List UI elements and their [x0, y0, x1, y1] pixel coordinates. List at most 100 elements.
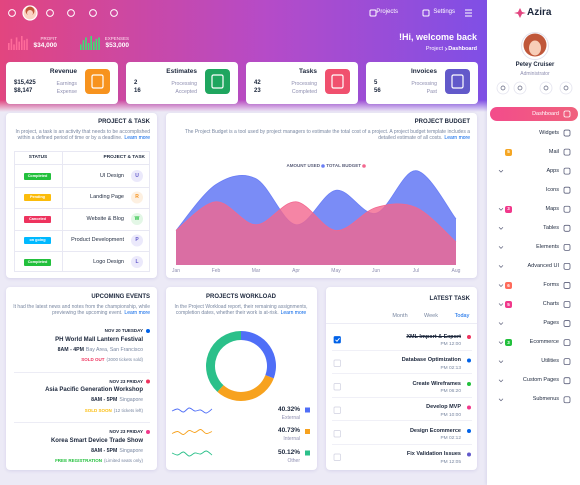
user-action[interactable] — [513, 81, 527, 95]
nav-item[interactable]: Settings — [433, 9, 455, 16]
workload-label: Other — [287, 457, 300, 464]
learn-more-link[interactable]: Learn more — [124, 309, 150, 316]
menu-active — [490, 107, 578, 121]
menu-item[interactable]: Elements — [536, 243, 559, 250]
stat-bar — [87, 43, 90, 50]
nav-menu-toggle[interactable] — [465, 9, 472, 17]
nav-icon[interactable] — [110, 9, 118, 17]
menu-icon — [563, 377, 571, 385]
menu-icon — [563, 282, 571, 289]
task-checkbox[interactable] — [333, 359, 341, 367]
task-initial-bg — [131, 256, 143, 268]
x-tick-label: Jul — [412, 267, 420, 274]
task-name: Fix Validation Issues — [406, 451, 461, 458]
sparkline — [171, 429, 213, 435]
nav-icon[interactable] — [46, 9, 54, 17]
task-divider — [332, 443, 472, 445]
task-tab[interactable]: Week — [424, 312, 438, 319]
nav-icon[interactable] — [8, 9, 16, 17]
status-badge — [24, 258, 51, 266]
nav-avatar-face — [27, 10, 33, 16]
task-row-line — [14, 208, 150, 209]
menu-item[interactable]: Advanced UI — [527, 262, 560, 269]
card-label: Processing — [171, 80, 197, 87]
menu-item[interactable]: Ecommerce — [529, 339, 559, 346]
event-divider — [14, 371, 150, 373]
task-tab[interactable]: Month — [392, 312, 408, 319]
description-text: It had the latest news and notes from th… — [13, 303, 150, 316]
event-status-label: SOLD SOON — [84, 407, 112, 413]
x-tick-label: Jun — [371, 267, 381, 274]
task-checkbox[interactable] — [333, 430, 341, 438]
workload-value: 40.32% — [277, 405, 300, 413]
event-dot — [146, 430, 150, 434]
menu-item[interactable]: Apps — [546, 167, 559, 174]
stat-value: $34,000 — [33, 42, 58, 50]
menu-item[interactable]: Submenus — [532, 396, 559, 403]
breadcrumb-item[interactable]: Project — [425, 45, 443, 52]
task-divider — [332, 420, 472, 421]
card-value: 23 — [254, 88, 261, 95]
event-date: NOV 23 FRIDAY — [109, 429, 143, 435]
user-action-glyph — [563, 85, 569, 91]
panel-title: LATEST TASK — [429, 296, 470, 303]
task-dot — [467, 452, 471, 457]
menu-item[interactable]: Mail — [548, 148, 559, 155]
user-action[interactable] — [539, 81, 553, 95]
menu-item[interactable]: Forms — [543, 282, 559, 289]
stat-bar — [26, 38, 28, 50]
task-dot — [467, 335, 471, 339]
card-title: Estimates — [166, 67, 197, 75]
x-tick-label: Aug — [451, 267, 461, 274]
menu-item[interactable]: Widgets — [539, 129, 559, 136]
status-label: Completed — [27, 259, 48, 264]
task-name: Database Optimization — [401, 357, 461, 364]
menu-item[interactable]: Charts — [542, 301, 559, 308]
learn-more-link[interactable]: Learn more — [280, 309, 307, 316]
x-tick-label: Feb — [211, 267, 221, 274]
menu-chevron — [498, 265, 504, 268]
legend-dot — [321, 164, 325, 168]
menu-item[interactable]: Maps — [545, 205, 559, 212]
stat-bar — [82, 40, 85, 50]
user-name: Petey Cruiser — [515, 62, 555, 69]
legend-dot — [362, 164, 366, 168]
menu-item[interactable]: Utilities — [541, 358, 559, 365]
card-title: Invoices — [410, 67, 437, 75]
task-name: UI Design — [99, 172, 124, 179]
menu-item[interactable]: Tables — [543, 224, 559, 231]
nav-icon[interactable] — [89, 9, 97, 17]
user-action[interactable] — [496, 81, 510, 95]
menu-icon — [563, 148, 571, 156]
task-checkbox[interactable] — [333, 336, 341, 344]
menu-item[interactable]: Pages — [543, 320, 559, 327]
menu-item[interactable]: Dashboard — [532, 110, 559, 117]
task-checkbox[interactable] — [333, 406, 341, 414]
donut-segment — [217, 375, 274, 401]
menu-item[interactable]: Custom Pages — [522, 377, 559, 384]
menu-badge — [505, 205, 512, 213]
task-checkbox[interactable] — [333, 453, 341, 461]
sidebar — [487, 0, 580, 485]
card-value: 56 — [374, 88, 381, 95]
card-icon — [325, 69, 350, 94]
task-checkbox[interactable] — [333, 383, 341, 391]
card-value: 16 — [134, 88, 141, 95]
event-status-note: (3000 tickets sold) — [106, 357, 143, 363]
panel-description: The Project Budget is a tool used by pro… — [180, 129, 470, 141]
card-title: Revenue — [49, 67, 77, 75]
menu-badge — [505, 301, 512, 308]
task-tab[interactable]: Today — [454, 312, 470, 319]
menu-item[interactable]: Icons — [545, 186, 559, 193]
user-action-glyph — [543, 85, 549, 91]
learn-more-link[interactable]: Learn more — [444, 134, 470, 141]
menu-chevron — [498, 322, 504, 326]
stat-value: $53,000 — [105, 42, 130, 50]
nav-icon[interactable] — [67, 9, 75, 17]
learn-more-link[interactable]: Learn more — [124, 134, 150, 141]
panel-title: UPCOMING EVENTS — [91, 294, 150, 301]
legend-swatch — [305, 450, 310, 456]
description-text: In project, a task is an activity that n… — [15, 128, 150, 141]
nav-item[interactable]: Projects — [376, 9, 398, 16]
user-action[interactable] — [559, 81, 573, 95]
